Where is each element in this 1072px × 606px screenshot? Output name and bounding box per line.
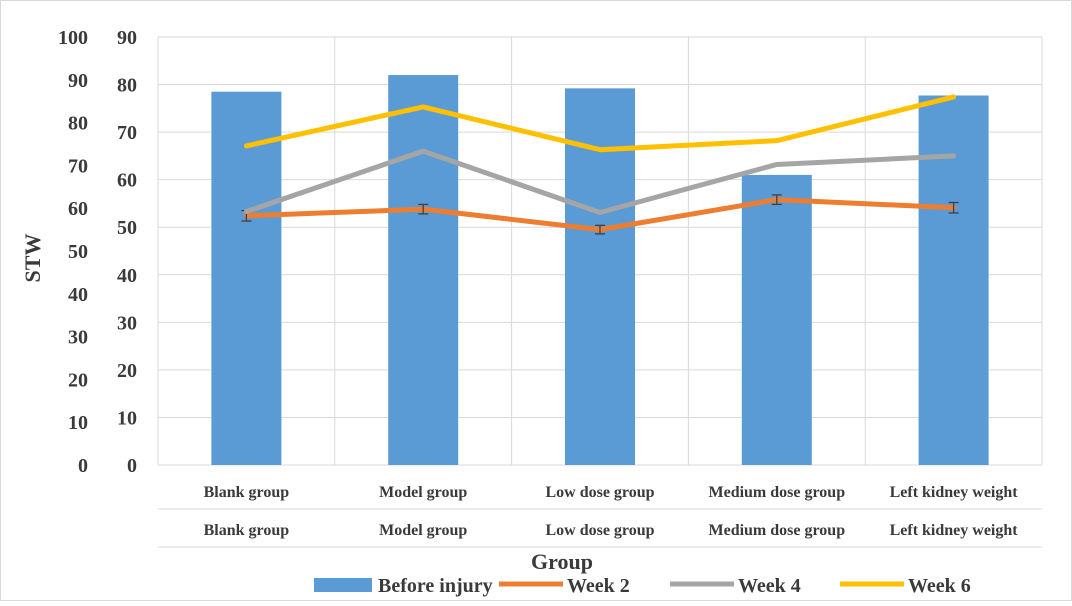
y-axis-title: STW: [20, 234, 45, 283]
y-left-tick-label: 30: [68, 327, 88, 349]
y-right-tick-label: 70: [117, 122, 137, 144]
y-left-tick-label: 100: [58, 27, 88, 49]
bar-before-injury: [211, 91, 282, 465]
legend-label-week-4: Week 4: [738, 575, 801, 597]
legend: Before injury Week 2 Week 4 Week 6: [314, 575, 971, 597]
legend-label-before-injury: Before injury: [378, 575, 493, 597]
y-right-tick-label: 40: [117, 265, 137, 287]
y-right-tick-label: 60: [117, 170, 137, 192]
legend-swatch-before-injury: [314, 578, 372, 592]
x-category-label: Low dose group: [545, 484, 654, 501]
line-week-6: [243, 94, 957, 153]
y-right-tick-label: 20: [117, 360, 137, 382]
bar-before-injury: [388, 75, 459, 466]
y-right-tick-label: 50: [117, 217, 137, 239]
line-layer: [241, 94, 959, 235]
y-right-tick-label: 80: [117, 75, 137, 97]
y-left-tick-label: 90: [68, 70, 88, 92]
x-category-label: Medium dose group: [708, 484, 845, 501]
x-category-label: Low dose group: [545, 522, 654, 539]
label-layer: 0 10 20 30 40 50 60 70 80 90 100 0 10 20 30 40 50 60 70 80 9…: [58, 27, 1018, 539]
x-axis-title: Group: [531, 549, 593, 574]
x-category-label: Left kidney weight: [890, 522, 1019, 539]
bar-before-injury: [918, 95, 989, 465]
legend-label-week-6: Week 6: [908, 575, 971, 597]
x-category-label: Blank group: [204, 522, 290, 539]
y-right-tick-label: 90: [117, 27, 137, 49]
x-category-label: Medium dose group: [708, 522, 845, 539]
x-category-label: Model group: [379, 484, 467, 501]
y-left-tick-label: 80: [68, 113, 88, 135]
y-left-tick-label: 20: [68, 369, 88, 391]
x-category-label: Left kidney weight: [890, 484, 1019, 501]
y-left-tick-label: 50: [68, 241, 88, 263]
y-right-tick-label: 0: [127, 455, 137, 477]
line-week-4: [243, 148, 957, 215]
y-left-tick-label: 40: [68, 284, 88, 306]
y-left-tick-label: 60: [68, 198, 88, 220]
legend-label-week-2: Week 2: [567, 575, 630, 597]
y-left-tick-label: 10: [68, 412, 88, 434]
y-left-tick-label: 0: [78, 455, 88, 477]
y-left-tick-label: 70: [68, 155, 88, 177]
y-right-tick-label: 30: [117, 312, 137, 334]
bar-before-injury: [741, 174, 812, 465]
x-category-label: Model group: [379, 522, 467, 539]
y-right-tick-label: 10: [117, 407, 137, 429]
x-category-label: Blank group: [204, 484, 290, 501]
